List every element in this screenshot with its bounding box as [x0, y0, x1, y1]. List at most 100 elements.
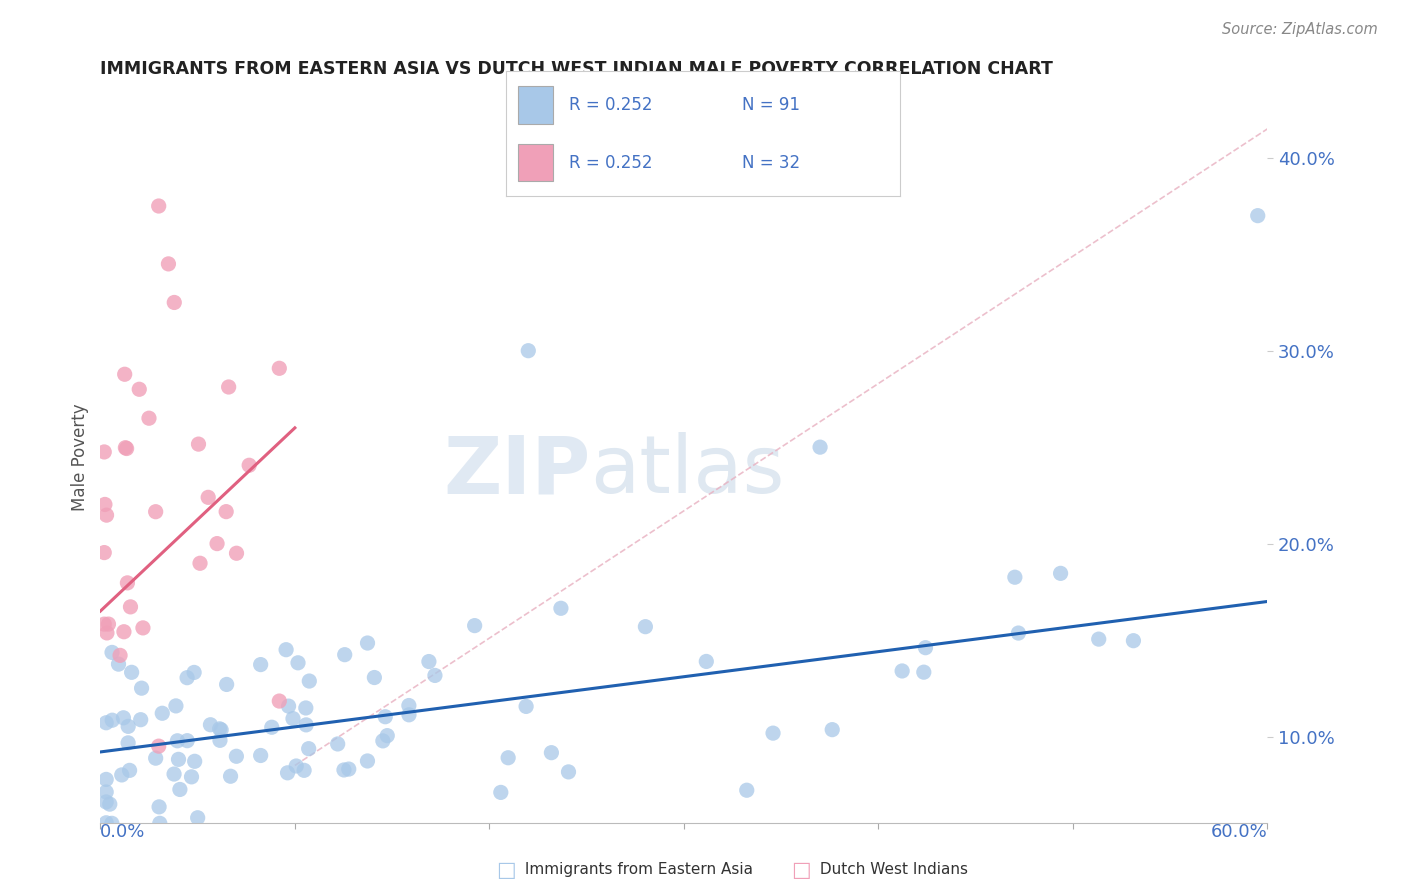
Point — [1247, 209, 1270, 223]
Point — [269, 361, 291, 376]
Point — [145, 505, 167, 519]
Point — [149, 816, 172, 830]
Text: Dutch West Indians: Dutch West Indians — [815, 863, 969, 877]
Point — [96, 508, 118, 523]
Point — [540, 746, 562, 760]
Point — [269, 694, 291, 708]
Point — [101, 713, 124, 727]
Point — [167, 752, 190, 766]
Point — [515, 699, 537, 714]
Point — [1007, 626, 1029, 640]
Point — [1122, 633, 1144, 648]
Point — [96, 626, 118, 640]
Point — [94, 498, 117, 512]
Point — [333, 648, 356, 662]
Point — [121, 665, 143, 680]
Point — [292, 764, 315, 778]
Point — [215, 677, 238, 691]
Text: N = 32: N = 32 — [742, 153, 800, 171]
Text: Immigrants from Eastern Asia: Immigrants from Eastern Asia — [520, 863, 754, 877]
Point — [374, 710, 396, 724]
Point — [96, 715, 118, 730]
Point — [735, 783, 758, 797]
Point — [97, 617, 120, 632]
Point — [183, 665, 205, 680]
Point — [188, 556, 211, 570]
Point — [96, 772, 118, 787]
Point — [274, 642, 297, 657]
Point — [464, 618, 486, 632]
Point — [101, 816, 124, 830]
Point — [148, 800, 170, 814]
Point — [117, 575, 139, 590]
Point — [550, 601, 572, 615]
Point — [148, 199, 170, 213]
Y-axis label: Male Poverty: Male Poverty — [72, 403, 89, 510]
Point — [281, 712, 304, 726]
Point — [112, 711, 135, 725]
Point — [695, 655, 717, 669]
Point — [163, 295, 186, 310]
Point — [183, 754, 205, 768]
Point — [418, 655, 440, 669]
Text: 60.0%: 60.0% — [1211, 823, 1267, 841]
Point — [118, 764, 141, 778]
Point — [205, 536, 228, 550]
Point — [187, 437, 209, 451]
Point — [120, 599, 142, 614]
Point — [165, 698, 187, 713]
Point — [148, 739, 170, 753]
Text: R = 0.252: R = 0.252 — [569, 96, 652, 114]
Point — [219, 769, 242, 783]
Point — [96, 795, 118, 809]
Point — [333, 763, 356, 777]
Point — [132, 621, 155, 635]
Point — [371, 734, 394, 748]
Point — [180, 770, 202, 784]
Point — [489, 785, 512, 799]
Point — [295, 718, 318, 732]
Point — [209, 723, 232, 737]
Point — [285, 759, 308, 773]
Point — [131, 681, 153, 695]
Point — [108, 648, 131, 663]
Point — [249, 748, 271, 763]
Point — [107, 657, 129, 672]
Point — [215, 505, 238, 519]
Point — [356, 636, 378, 650]
FancyBboxPatch shape — [517, 87, 554, 124]
Point — [111, 768, 134, 782]
Point — [1087, 632, 1109, 647]
Point — [912, 665, 935, 680]
Point — [157, 257, 180, 271]
Point — [808, 440, 831, 454]
Point — [1049, 566, 1071, 581]
Point — [115, 442, 138, 456]
Point — [891, 664, 914, 678]
Point — [218, 380, 240, 394]
Text: ZIP: ZIP — [443, 433, 591, 510]
Point — [138, 411, 160, 425]
Point — [496, 750, 519, 764]
Text: □: □ — [792, 860, 811, 880]
Point — [821, 723, 844, 737]
Point — [398, 707, 420, 722]
Point — [298, 741, 321, 756]
Point — [101, 645, 124, 659]
Point — [238, 458, 260, 473]
Point — [287, 656, 309, 670]
Point — [176, 671, 198, 685]
Point — [197, 491, 219, 505]
Point — [166, 733, 188, 747]
Text: □: □ — [496, 860, 516, 880]
Point — [225, 749, 247, 764]
Point — [298, 674, 321, 689]
Point — [356, 754, 378, 768]
Point — [150, 706, 173, 721]
Point — [326, 737, 349, 751]
Point — [260, 720, 283, 734]
Point — [176, 733, 198, 747]
Point — [200, 717, 222, 731]
Point — [375, 729, 398, 743]
Point — [423, 668, 446, 682]
